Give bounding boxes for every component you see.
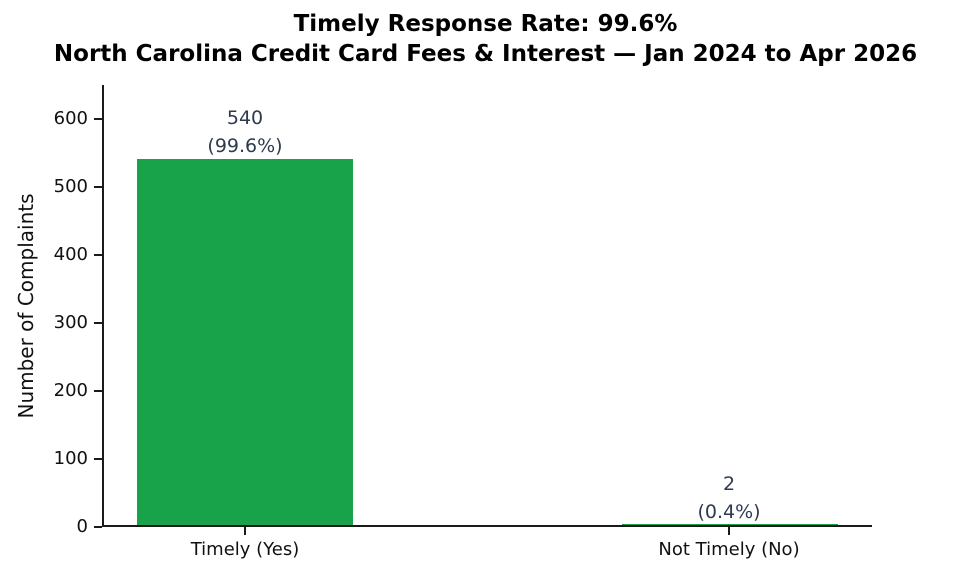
bar-not-timely-no <box>622 524 838 525</box>
annotation-count: 540 <box>226 107 264 129</box>
y-tick-mark <box>94 186 102 188</box>
y-tick-300: 300 <box>28 312 102 334</box>
y-tick-mark <box>94 118 102 120</box>
x-tick-label-timely-yes: Timely (Yes) <box>190 539 300 560</box>
annotation-percent: (0.4%) <box>697 501 761 523</box>
y-tick-600: 600 <box>28 108 102 130</box>
y-tick-mark <box>94 322 102 324</box>
bar-annotation-timely-yes: 540 (99.6%) <box>207 104 282 160</box>
x-tick-label-not-timely-no: Not Timely (No) <box>658 539 800 560</box>
x-tick-mark-not-timely-no <box>728 527 730 535</box>
bar-annotation-not-timely-no: 2 (0.4%) <box>697 470 760 526</box>
y-tick-200: 200 <box>28 380 102 402</box>
y-tick-400: 400 <box>28 244 102 266</box>
annotation-count: 2 <box>722 473 736 495</box>
annotation-percent: (99.6%) <box>207 135 283 157</box>
y-tick-mark <box>94 254 102 256</box>
y-tick-label: 500 <box>53 176 88 197</box>
plot-area <box>102 85 872 527</box>
y-tick-label: 600 <box>53 108 88 129</box>
y-tick-mark <box>94 526 102 528</box>
x-tick-mark-timely-yes <box>244 527 246 535</box>
y-tick-label: 300 <box>53 312 88 333</box>
y-tick-label: 100 <box>53 448 88 469</box>
y-tick-500: 500 <box>28 176 102 198</box>
y-tick-100: 100 <box>28 448 102 470</box>
bar-timely-yes <box>137 159 353 525</box>
y-tick-mark <box>94 458 102 460</box>
y-tick-label: 200 <box>53 380 88 401</box>
chart-title-line2: North Carolina Credit Card Fees & Intere… <box>53 41 918 67</box>
chart-title-line1: Timely Response Rate: 99.6% <box>293 11 678 37</box>
chart-title: Timely Response Rate: 99.6% North Caroli… <box>0 9 971 69</box>
y-tick-label: 400 <box>53 244 88 265</box>
y-tick-mark <box>94 390 102 392</box>
y-tick-0: 0 <box>28 516 102 538</box>
y-tick-label: 0 <box>76 516 88 537</box>
